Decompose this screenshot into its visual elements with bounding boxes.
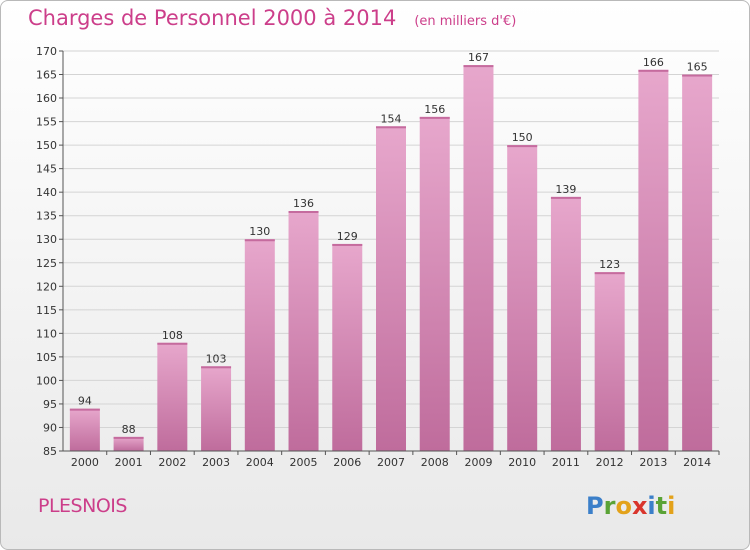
bar — [201, 366, 232, 451]
x-tick-label: 2008 — [421, 456, 449, 469]
bar-cap — [157, 342, 188, 345]
bar-value-label: 139 — [555, 183, 576, 196]
bar — [69, 408, 100, 451]
x-tick-label: 2003 — [202, 456, 230, 469]
x-tick-label: 2014 — [683, 456, 711, 469]
y-tick-label: 95 — [43, 398, 57, 411]
bar-cap — [113, 436, 144, 439]
bar-value-label: 154 — [381, 112, 402, 125]
y-tick-label: 85 — [43, 445, 57, 458]
bar — [550, 196, 581, 451]
y-tick-label: 145 — [36, 163, 57, 176]
y-tick-label: 100 — [36, 374, 57, 387]
bar-value-label: 136 — [293, 197, 314, 210]
x-tick-label: 2011 — [552, 456, 580, 469]
bar-value-label: 167 — [468, 51, 489, 64]
x-tick-label: 2001 — [115, 456, 143, 469]
x-tick-label: 2000 — [71, 456, 99, 469]
y-tick-label: 170 — [36, 45, 57, 58]
bar-value-label: 103 — [206, 352, 227, 365]
bar — [419, 116, 450, 451]
bar — [157, 342, 188, 451]
x-tick-label: 2004 — [246, 456, 274, 469]
bar — [594, 272, 625, 451]
bar-cap — [638, 69, 669, 72]
x-tick-label: 2006 — [333, 456, 361, 469]
bar-cap — [550, 196, 581, 199]
x-tick-label: 2002 — [158, 456, 186, 469]
bar-value-label: 108 — [162, 329, 183, 342]
bar-cap — [69, 408, 100, 411]
proxiti-logo: Proxiti — [586, 492, 676, 520]
x-tick-label: 2013 — [639, 456, 667, 469]
bar-value-label: 156 — [424, 103, 445, 116]
y-tick-label: 155 — [36, 116, 57, 129]
bar — [288, 211, 319, 451]
bar-cap — [594, 272, 625, 275]
bar-value-label: 166 — [643, 56, 664, 69]
y-tick-label: 160 — [36, 92, 57, 105]
bar-value-label: 150 — [512, 131, 533, 144]
y-tick-label: 140 — [36, 186, 57, 199]
y-tick-label: 90 — [43, 421, 57, 434]
bar — [376, 126, 406, 451]
y-tick-label: 150 — [36, 139, 57, 152]
bar — [113, 436, 144, 451]
x-tick-label: 2007 — [377, 456, 405, 469]
bar — [463, 65, 494, 451]
y-tick-label: 130 — [36, 233, 57, 246]
x-tick-label: 2010 — [508, 456, 536, 469]
bar-cap — [332, 243, 363, 246]
bar-cap — [682, 74, 713, 77]
chart-title: Charges de Personnel 2000 à 2014 (en mill… — [28, 6, 516, 30]
bar-value-label: 88 — [122, 423, 136, 436]
y-tick-label: 110 — [36, 327, 57, 340]
bar — [244, 239, 275, 451]
bar-cap — [463, 65, 494, 68]
x-tick-label: 2005 — [290, 456, 318, 469]
commune-name: PLESNOIS — [38, 495, 127, 517]
bar — [682, 74, 713, 451]
bar — [507, 145, 538, 451]
title-unit: (en milliers d'€) — [414, 14, 517, 29]
x-tick-label: 2009 — [464, 456, 492, 469]
axes: 85 90 95 100 105 110 115 120 125 130 135 140 145 150 1… — [36, 45, 720, 469]
y-tick-label: 165 — [36, 69, 57, 82]
bar-cap — [419, 116, 450, 119]
bar-value-label: 130 — [249, 225, 270, 238]
bar-value-label: 165 — [687, 61, 708, 74]
y-tick-label: 105 — [36, 351, 57, 364]
y-tick-label: 115 — [36, 304, 57, 317]
x-tick-label: 2012 — [596, 456, 624, 469]
y-tick-label: 120 — [36, 280, 57, 293]
y-tick-label: 135 — [36, 210, 57, 223]
bar-cap — [244, 239, 275, 242]
bar-value-label: 94 — [78, 395, 92, 408]
bar — [332, 243, 363, 451]
bar-value-label: 123 — [599, 258, 620, 271]
bar-value-label: 129 — [337, 230, 358, 243]
bars: 94 88 108 103 130 136 129 154 156 167 150 139 123 166… — [69, 51, 713, 451]
bar-cap — [507, 145, 538, 148]
title-text: Charges de Personnel 2000 à 2014 — [28, 6, 397, 30]
bar-cap — [376, 126, 406, 129]
bar-cap — [288, 211, 319, 213]
bar — [638, 69, 669, 451]
bar-cap — [201, 366, 232, 369]
y-tick-label: 125 — [36, 257, 57, 270]
